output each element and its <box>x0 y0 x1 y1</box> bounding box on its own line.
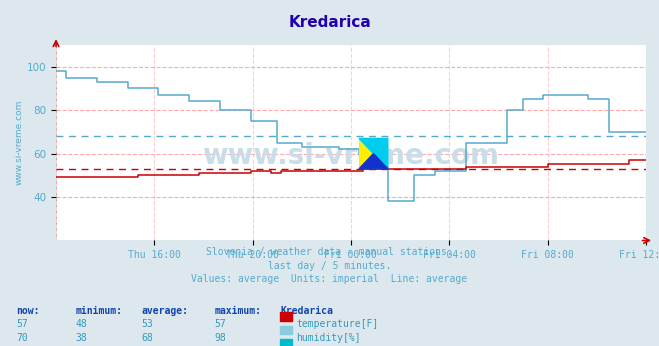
Y-axis label: www.si-vreme.com: www.si-vreme.com <box>15 100 24 185</box>
Text: Values: average  Units: imperial  Line: average: Values: average Units: imperial Line: av… <box>191 274 468 284</box>
Text: 70: 70 <box>16 333 28 343</box>
Text: Kredarica: Kredarica <box>280 306 333 316</box>
Text: maximum:: maximum: <box>214 306 261 316</box>
Polygon shape <box>359 138 387 169</box>
Text: www.si-vreme.com: www.si-vreme.com <box>202 143 500 171</box>
Text: 38: 38 <box>76 333 88 343</box>
Text: Kredarica: Kredarica <box>288 15 371 30</box>
Text: now:: now: <box>16 306 40 316</box>
Bar <box>359 138 387 169</box>
Text: 48: 48 <box>76 319 88 329</box>
Text: 57: 57 <box>214 319 226 329</box>
Polygon shape <box>359 154 387 169</box>
Text: 53: 53 <box>142 319 154 329</box>
Text: 57: 57 <box>16 319 28 329</box>
Text: 98: 98 <box>214 333 226 343</box>
Text: last day / 5 minutes.: last day / 5 minutes. <box>268 261 391 271</box>
Text: 68: 68 <box>142 333 154 343</box>
Text: average:: average: <box>142 306 188 316</box>
Text: Slovenia / weather data - manual stations.: Slovenia / weather data - manual station… <box>206 247 453 257</box>
Text: temperature[F]: temperature[F] <box>297 319 379 329</box>
Text: humidity[%]: humidity[%] <box>297 333 361 343</box>
Text: minimum:: minimum: <box>76 306 123 316</box>
